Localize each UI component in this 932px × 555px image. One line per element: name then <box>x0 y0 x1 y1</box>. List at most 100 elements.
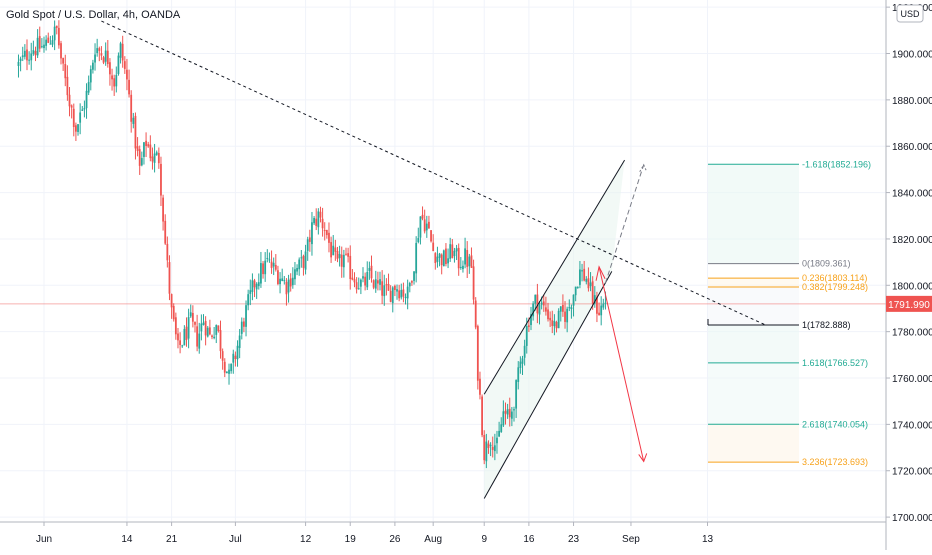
candle <box>223 358 226 378</box>
candle-body <box>376 280 379 284</box>
candle-body <box>268 259 271 261</box>
candle <box>134 112 137 160</box>
candle-body <box>542 301 545 306</box>
price-tick-label: 1900.000 <box>892 50 932 61</box>
candle <box>202 314 205 326</box>
candle-body <box>583 268 586 281</box>
candle-body <box>442 250 445 267</box>
candle-body <box>98 48 101 51</box>
candle <box>585 276 588 285</box>
candle-body <box>255 283 258 290</box>
candle-body <box>72 108 75 128</box>
candle-body <box>206 327 209 337</box>
candle <box>130 90 133 133</box>
candle-body <box>64 64 67 79</box>
candle-body <box>534 294 537 304</box>
candle <box>576 286 579 289</box>
candle-body <box>287 279 290 293</box>
projection-dashed-arrowhead <box>639 163 648 173</box>
candle <box>89 65 92 91</box>
candle-body <box>270 261 273 268</box>
candle <box>200 314 203 341</box>
candle <box>170 293 173 319</box>
candle <box>391 286 394 313</box>
candle <box>306 236 309 261</box>
candle-body <box>164 220 167 244</box>
candle-body <box>249 290 252 294</box>
fib-zone <box>708 278 799 288</box>
candle-body <box>243 321 245 327</box>
candle <box>247 289 250 311</box>
candle <box>206 325 209 338</box>
price-tick-label: 1820.000 <box>892 235 932 246</box>
candle-body <box>483 434 486 461</box>
candle-body <box>162 197 164 222</box>
candle <box>319 206 322 223</box>
candle <box>132 112 135 129</box>
candle <box>568 299 571 312</box>
candle <box>300 250 303 268</box>
candle-body <box>368 267 371 271</box>
candle-body <box>149 144 152 159</box>
candle-body <box>364 276 367 286</box>
candle-body <box>247 294 250 306</box>
candle-body <box>555 322 558 329</box>
candle-body <box>402 289 405 297</box>
currency-badge[interactable]: USD <box>896 4 924 23</box>
candle <box>272 257 275 276</box>
candle <box>274 254 277 272</box>
candle <box>483 430 486 465</box>
candle <box>264 252 267 282</box>
candle-body <box>121 43 124 61</box>
time-tick-label: Sep <box>622 534 640 545</box>
candle-body <box>221 351 224 361</box>
candle-body <box>36 37 39 56</box>
candle <box>453 247 456 263</box>
candle <box>376 271 379 291</box>
candle <box>355 277 358 294</box>
candle <box>517 361 520 390</box>
candle-body <box>510 411 513 419</box>
candle <box>389 285 392 303</box>
candle <box>538 301 541 325</box>
candle <box>481 394 483 438</box>
candle-body <box>381 281 384 296</box>
candle <box>266 249 269 263</box>
candle-body <box>525 326 528 346</box>
candle-body <box>551 320 554 326</box>
candle-body <box>83 108 86 110</box>
candle-body <box>468 256 471 267</box>
fib-label: 0.236(1803.114) <box>802 273 867 283</box>
candle-body <box>349 255 352 279</box>
candle <box>555 320 558 333</box>
candle-body <box>191 312 194 322</box>
candle <box>174 312 177 340</box>
candle <box>117 52 120 76</box>
candle-body <box>123 61 126 69</box>
candle-body <box>481 396 483 436</box>
candle <box>43 36 45 53</box>
candle <box>240 317 243 340</box>
candle <box>557 308 560 329</box>
candle <box>225 371 228 374</box>
candle-body <box>589 282 592 287</box>
candle <box>49 35 52 45</box>
candle-body <box>421 214 424 219</box>
candle <box>47 32 50 44</box>
candle-body <box>400 289 403 298</box>
candle <box>208 319 211 336</box>
candle <box>28 51 31 65</box>
candle-body <box>272 262 275 267</box>
candle <box>213 327 216 340</box>
candle-body <box>304 251 307 270</box>
candle <box>34 46 37 62</box>
candle <box>432 234 435 252</box>
candle-body <box>440 254 443 266</box>
candle <box>589 272 592 292</box>
candle <box>194 321 196 333</box>
time-tick-label: 21 <box>166 534 178 545</box>
candle <box>238 329 241 359</box>
candle-body <box>223 361 226 373</box>
candle <box>570 304 573 319</box>
